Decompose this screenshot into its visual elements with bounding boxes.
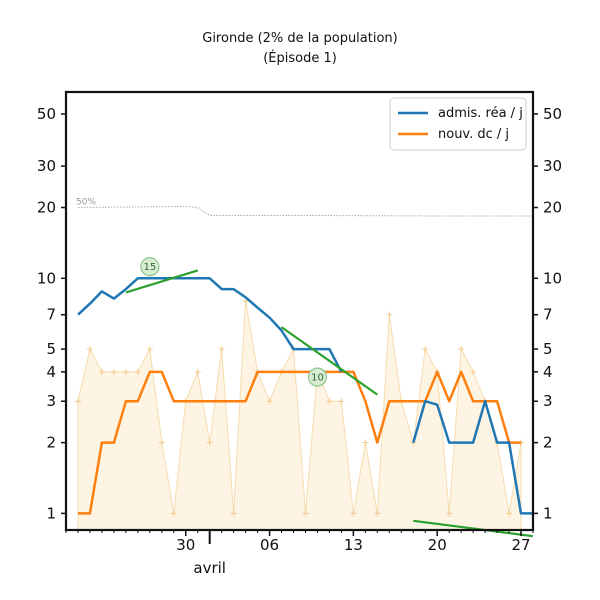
y-tick-label-right-3: 3 [543,392,553,410]
y-tick-label-left-4: 4 [46,363,56,381]
y-tick-label-left-5: 5 [46,340,56,358]
reference-line-layer: 50% [76,198,533,217]
reference-line [77,205,533,217]
trend-badge-0 [140,257,160,277]
daily-raw-point-25 [374,510,381,517]
daily-raw-point-5 [134,368,141,375]
y-tick-label-left-2: 2 [46,434,56,452]
series-line-deces [78,370,521,515]
daily-raw-point-33 [470,368,477,375]
daily-raw-point-21 [326,398,333,405]
daily-raw-point-7 [158,439,165,446]
series-line-admis-late [412,399,533,515]
trend-badge-1 [307,367,328,387]
daily-raw-point-31 [446,510,453,517]
chart-title: Gironde (2% de la population) [202,31,398,46]
y-axis-right: 1 2 3 4 5 7 10 20 30 50 [533,105,562,522]
x-tick-label-06: 06 [260,536,279,554]
series-line-admis [77,277,343,373]
trend-line-1 [280,326,378,396]
daily-raw-point-26 [386,311,393,318]
daily-raw-point-19 [302,510,309,517]
x-tick-label-20: 20 [428,536,447,554]
y-tick-label-right-5: 5 [543,340,553,358]
x-tick-label-13: 13 [344,536,363,554]
x-tick-label-27: 27 [511,536,530,554]
y-tick-label-right-30: 30 [543,157,562,175]
daily-raw-point-8 [170,510,177,517]
trend-line-0 [125,269,199,294]
x-tick-label-30: 30 [176,536,195,554]
y-tick-label-right-7: 7 [543,306,553,324]
x-axis: 30 06 13 20 27 [65,530,534,554]
daily-raw-point-11 [206,439,213,446]
daily-raw-point-13 [230,510,237,517]
y-tick-label-left-10: 10 [37,269,56,287]
daily-raw-point-10 [194,368,201,375]
daily-raw-area [77,301,522,531]
daily-raw-point-2 [98,368,105,375]
series-layer [77,277,533,515]
y-tick-label-left-50: 50 [37,105,56,123]
y-tick-label-right-2: 2 [543,434,553,452]
daily-raw-point-14 [242,298,249,305]
legend-label-deces: nouv. dc / j [438,127,509,142]
daily-raw-point-32 [458,346,465,353]
reference-line-label: 50% [76,198,96,208]
daily-raw-point-4 [122,368,129,375]
y-tick-label-right-4: 4 [543,363,553,381]
legend-box [389,97,527,151]
daily-raw-point-12 [218,346,225,353]
daily-raw-point-36 [506,510,513,517]
y-axis-left: 1 2 3 4 5 7 10 20 30 50 [37,105,66,522]
daily-raw-point-24 [362,439,369,446]
daily-raw-point-29 [422,346,429,353]
chart-subtitle: (Épisode 1) [263,50,337,66]
y-tick-label-left-3: 3 [46,392,56,410]
daily-raw-point-0 [74,398,81,405]
y-tick-label-right-20: 20 [543,199,562,217]
daily-raw-point-1 [86,346,93,353]
daily-raw-point-3 [110,368,117,375]
y-tick-label-left-1: 1 [46,504,56,522]
trend-badge-label-1: 10 [311,373,324,384]
y-tick-label-left-7: 7 [46,306,56,324]
trend-line-2 [413,519,534,538]
y-tick-label-left-30: 30 [37,157,56,175]
trend-badge-label-0: 15 [143,262,156,273]
daily-raw-point-23 [350,510,357,517]
legend-label-admis: admis. réa / j [438,106,523,121]
month-label: avril [193,559,226,577]
y-tick-label-right-10: 10 [543,269,562,287]
legend: admis. réa / j nouv. dc / j [389,97,527,151]
y-tick-label-left-20: 20 [37,199,56,217]
daily-raw-point-16 [266,398,273,405]
daily-raw-point-6 [146,346,153,353]
daily-raw-layer [74,298,525,531]
y-tick-label-right-1: 1 [543,504,553,522]
daily-raw-point-22 [338,398,345,405]
plot-frame [64,90,535,532]
y-tick-label-right-50: 50 [543,105,562,123]
